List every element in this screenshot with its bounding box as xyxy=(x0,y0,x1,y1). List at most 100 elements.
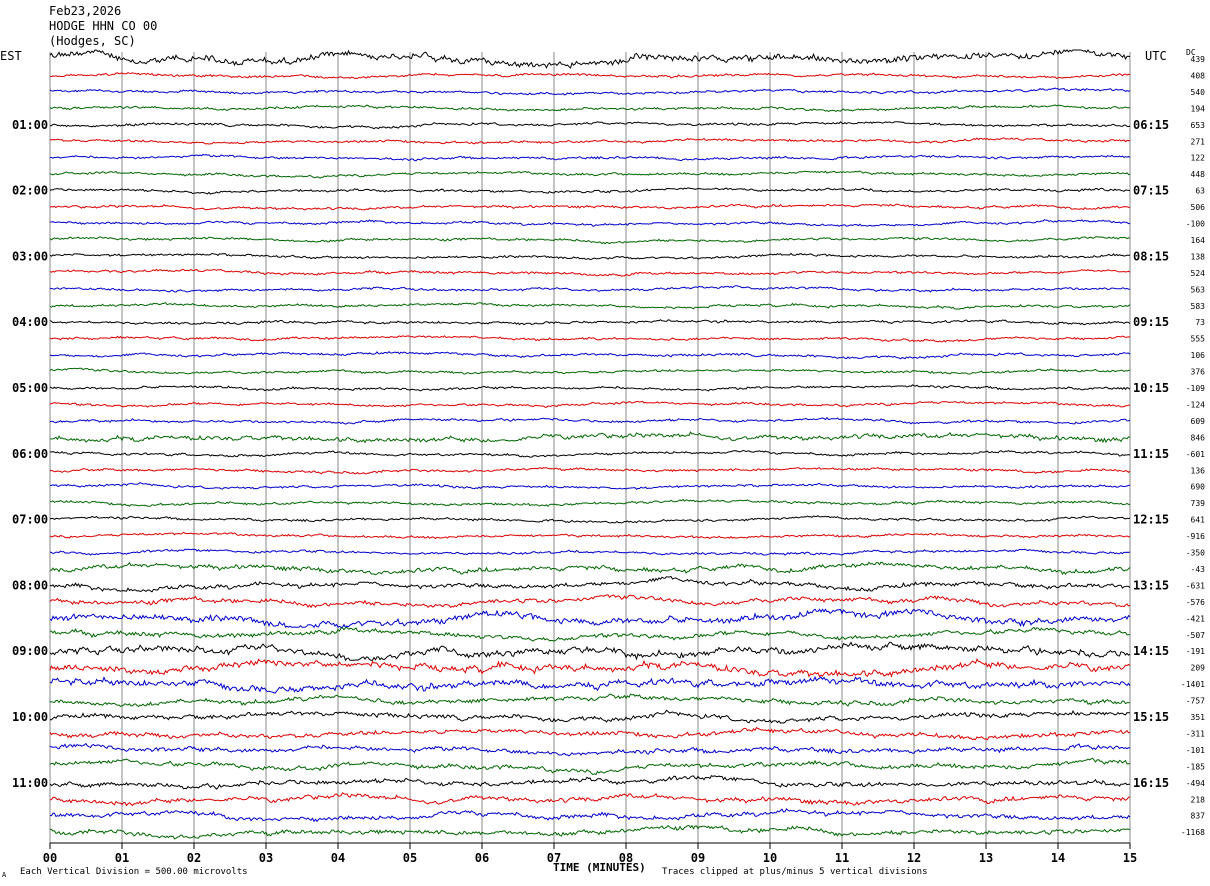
left-time-label: 07:00 xyxy=(12,513,48,527)
trace-5 xyxy=(49,137,1131,145)
x-tick-label-7: 07 xyxy=(547,851,561,865)
left-time-label: 10:00 xyxy=(12,710,48,724)
clip-note: Traces clipped at plus/minus 5 vertical … xyxy=(662,867,928,877)
dc-offset-label: 73 xyxy=(1195,318,1205,327)
trace-9 xyxy=(49,203,1131,211)
dc-offset-label: 106 xyxy=(1191,351,1206,360)
corner-mark: A xyxy=(2,871,7,879)
dc-offset-label: 739 xyxy=(1191,499,1206,508)
left-time-label: 04:00 xyxy=(12,315,48,329)
trace-18 xyxy=(49,351,1131,360)
trace-22 xyxy=(49,416,1131,425)
left-time-labels: 01:00 02:00 03:00 04:00 05:00 06:00 07:00 08:00… xyxy=(12,118,48,790)
right-timezone: UTC xyxy=(1145,49,1167,63)
trace-2 xyxy=(49,87,1131,96)
left-time-label: 02:00 xyxy=(12,184,48,198)
x-tick-label-11: 11 xyxy=(835,851,849,865)
dc-offset-label: -494 xyxy=(1186,779,1205,788)
right-time-label: 11:15 xyxy=(1133,447,1169,461)
dc-offset-label: -101 xyxy=(1186,746,1205,755)
x-tick-label-10: 10 xyxy=(763,851,777,865)
trace-6 xyxy=(50,153,1131,162)
dc-offset-label: 563 xyxy=(1191,285,1206,294)
right-time-label: 12:15 xyxy=(1133,513,1169,527)
dc-offset-label: 351 xyxy=(1191,713,1206,722)
seismic-traces xyxy=(49,49,1131,840)
right-time-label: 14:15 xyxy=(1133,644,1169,658)
dc-offset-label: 653 xyxy=(1191,121,1206,130)
x-tick-label-8: 08 xyxy=(619,851,633,865)
trace-21 xyxy=(49,400,1131,408)
minute-gridlines xyxy=(49,52,1131,843)
right-time-label: 10:15 xyxy=(1133,381,1169,395)
dc-offset-label: -124 xyxy=(1186,400,1205,409)
trace-19 xyxy=(49,367,1131,375)
dc-offset-label: -43 xyxy=(1191,565,1206,574)
trace-26 xyxy=(50,482,1130,490)
left-timezone: EST xyxy=(0,49,22,63)
x-tick-label-9: 09 xyxy=(691,851,705,865)
x-axis-title: TIME (MINUTES) xyxy=(553,861,646,874)
trace-23 xyxy=(49,431,1131,444)
trace-42 xyxy=(49,742,1131,757)
trace-30 xyxy=(49,548,1131,556)
dc-offset-label: 540 xyxy=(1191,88,1206,97)
plot-date: Feb23,2026 xyxy=(49,4,122,18)
trace-39 xyxy=(49,693,1131,708)
dc-offset-label: -311 xyxy=(1186,729,1205,738)
right-time-label: 06:15 xyxy=(1133,118,1169,132)
trace-0 xyxy=(49,49,1131,69)
left-time-label: 09:00 xyxy=(12,644,48,658)
vertical-division-note: Each Vertical Division = 500.00 microvol… xyxy=(20,867,248,877)
dc-offset-label: -421 xyxy=(1186,614,1205,623)
trace-25 xyxy=(49,466,1131,475)
trace-7 xyxy=(49,170,1131,179)
dc-offset-label: 439 xyxy=(1191,55,1206,64)
x-tick-label-15: 15 xyxy=(1123,851,1137,865)
trace-41 xyxy=(49,726,1131,741)
dc-offset-label: 448 xyxy=(1191,170,1206,179)
dc-offset-label: -631 xyxy=(1186,581,1205,590)
dc-offset-label: 218 xyxy=(1191,795,1206,804)
dc-header: DC xyxy=(1186,48,1196,57)
dc-offset-label: 555 xyxy=(1191,335,1206,344)
dc-offset-label: 690 xyxy=(1191,483,1206,492)
left-time-label: 08:00 xyxy=(12,578,48,592)
right-time-label: 13:15 xyxy=(1133,578,1169,592)
station-location: (Hodges, SC) xyxy=(49,34,136,48)
dc-offset-label: 609 xyxy=(1191,417,1206,426)
left-time-label: 11:00 xyxy=(12,776,48,790)
trace-3 xyxy=(49,104,1130,113)
trace-31 xyxy=(49,561,1131,576)
dc-offset-label: -601 xyxy=(1186,450,1205,459)
trace-38 xyxy=(49,675,1131,694)
x-tick-label-3: 03 xyxy=(259,851,273,865)
dc-offset-labels: 439 408 540 194 653 271 122 448 63 506 -100 164 138 5… xyxy=(1181,55,1205,837)
dc-offset-label: -916 xyxy=(1186,532,1205,541)
dc-offset-label: 164 xyxy=(1191,236,1206,245)
trace-4 xyxy=(49,121,1131,130)
dc-offset-label: -191 xyxy=(1186,647,1205,656)
x-axis: 00 01 02 03 04 05 06 07 08 09 10 11 12 13 14 15 xyxy=(43,842,1137,865)
trace-13 xyxy=(49,268,1131,277)
trace-45 xyxy=(49,792,1131,807)
x-tick-label-4: 04 xyxy=(331,851,345,865)
trace-43 xyxy=(49,757,1131,776)
station-code: HODGE HHN CO 00 xyxy=(49,19,158,33)
trace-1 xyxy=(50,72,1131,79)
x-tick-label-1: 01 xyxy=(115,851,129,865)
x-tick-label-6: 06 xyxy=(475,851,489,865)
dc-offset-label: 837 xyxy=(1191,812,1206,821)
trace-34 xyxy=(49,608,1131,629)
dc-offset-label: 641 xyxy=(1191,516,1206,525)
right-time-label: 09:15 xyxy=(1133,315,1169,329)
dc-offset-label: 408 xyxy=(1191,71,1206,80)
x-tick-label-0: 00 xyxy=(43,851,57,865)
right-time-labels: 06:15 07:15 08:15 09:15 10:15 11:15 12:15 13:15… xyxy=(1133,118,1169,790)
dc-offset-label: 376 xyxy=(1191,368,1206,377)
x-tick-label-13: 13 xyxy=(979,851,993,865)
trace-15 xyxy=(49,301,1131,310)
trace-8 xyxy=(49,187,1131,195)
dc-offset-label: -757 xyxy=(1186,697,1205,706)
